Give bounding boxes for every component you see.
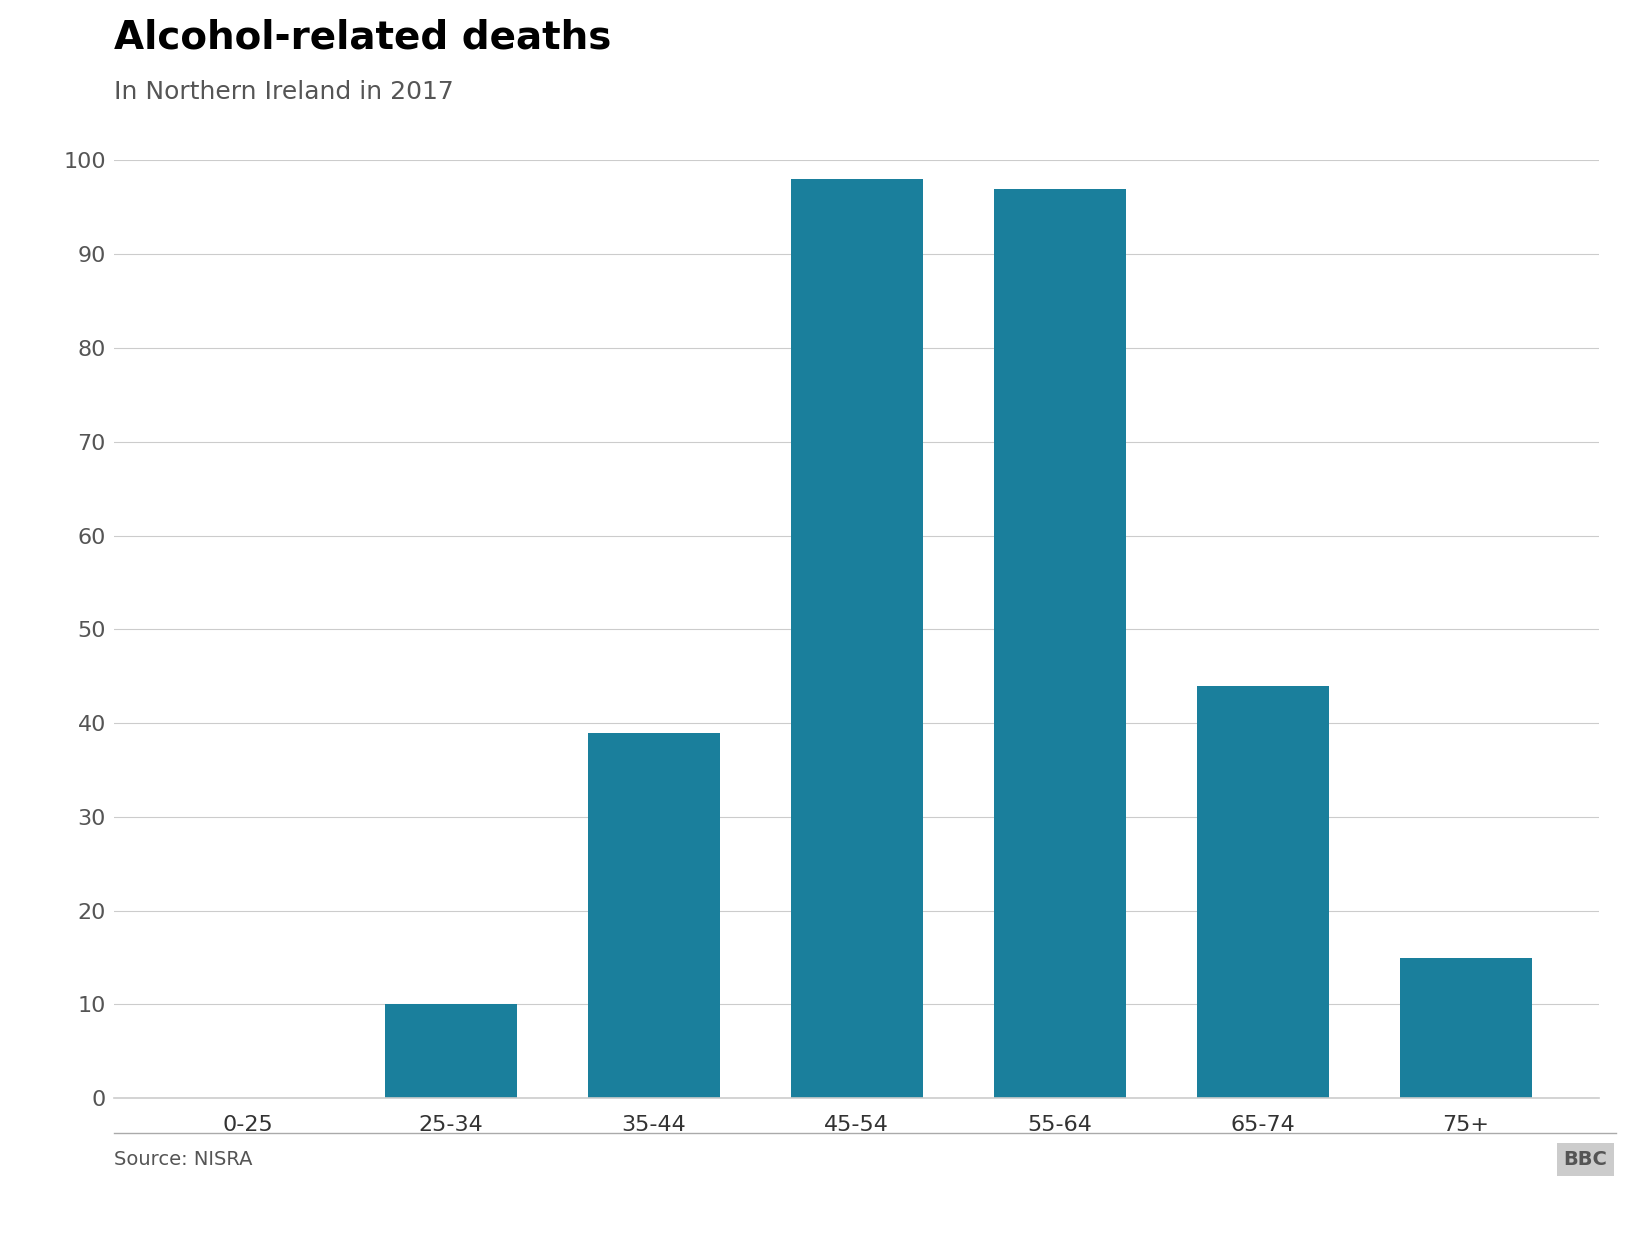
Text: Source: NISRA: Source: NISRA bbox=[114, 1150, 253, 1169]
Bar bbox=[1196, 686, 1328, 1098]
Text: Alcohol-related deaths: Alcohol-related deaths bbox=[114, 19, 612, 57]
Bar bbox=[588, 733, 720, 1098]
Bar bbox=[792, 179, 922, 1098]
Bar bbox=[1400, 958, 1532, 1098]
Bar bbox=[994, 189, 1126, 1098]
Bar bbox=[385, 1004, 517, 1098]
Text: BBC: BBC bbox=[1563, 1150, 1608, 1169]
Text: In Northern Ireland in 2017: In Northern Ireland in 2017 bbox=[114, 80, 454, 104]
